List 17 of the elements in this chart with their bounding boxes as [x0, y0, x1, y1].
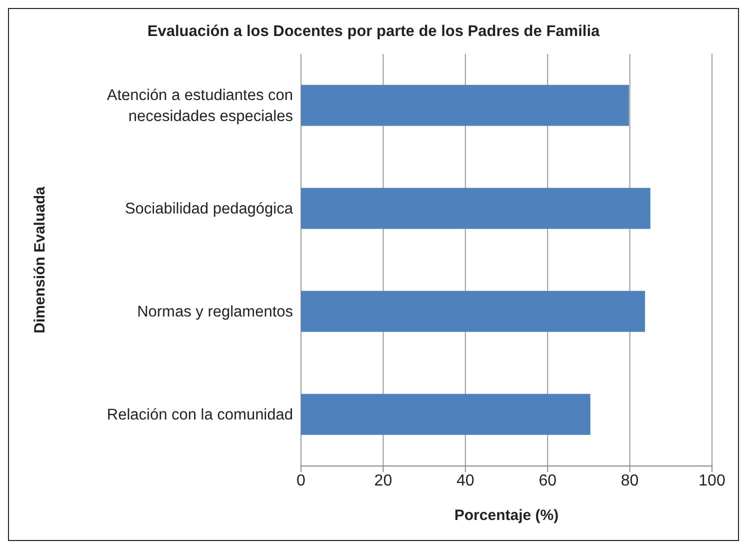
x-tick-label: 20 [374, 472, 392, 490]
bar [301, 188, 650, 229]
y-tick-label: Atención a estudiantes con necesidades especiales [106, 86, 294, 124]
bar [301, 394, 590, 435]
chart-title: Evaluación a los Docentes por parte de los Padres de Familia [146, 23, 601, 41]
x-tick-label: 40 [456, 472, 474, 490]
x-tick-label: 100 [698, 472, 726, 490]
x-axis-title: Porcentaje (%) [454, 507, 559, 524]
y-tick-label: Normas y reglamentos [137, 303, 294, 320]
x-tick-label: 0 [296, 472, 306, 490]
y-tick-label: Sociabilidad pedagógica [124, 200, 294, 217]
x-tick-label: 80 [620, 472, 639, 490]
x-tick-label: 60 [538, 472, 557, 490]
y-tick-label: Relación con la comunidad [106, 406, 293, 423]
bar [301, 84, 629, 126]
y-axis-title: Dimensión Evaluada [31, 186, 48, 334]
bar [301, 290, 646, 332]
